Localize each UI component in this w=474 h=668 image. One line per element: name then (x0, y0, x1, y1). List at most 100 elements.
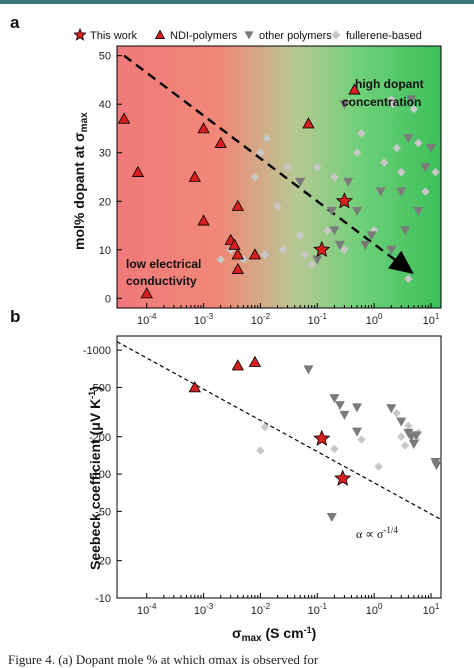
a-fullerene-based-point (250, 172, 260, 182)
legend-other-polymers-label: other polymers (259, 30, 332, 42)
a-fullerene-based-point (307, 260, 316, 269)
a-other-polymers-point (329, 226, 340, 236)
b-y-tick-label: -500 (89, 382, 111, 394)
a-ndi-polymers-point (131, 165, 145, 177)
a-fullerene-based-point (278, 245, 288, 254)
a-fullerene-based-point (409, 104, 419, 114)
a-y-tick-label: 40 (99, 99, 111, 111)
annotation-high-dopant: high dopant (355, 77, 424, 91)
panel-b-label: b (10, 307, 20, 326)
a-other-polymers-point (360, 240, 371, 250)
a-fullerene-based-point (389, 100, 398, 109)
b-fullerene-based-point (256, 446, 265, 455)
a-ndi-polymers-point (117, 112, 131, 124)
b-ndi-polymers-point (231, 359, 244, 371)
a-this-work-point (313, 240, 331, 258)
panel-a-frame (116, 45, 442, 309)
b-ndi-polymers-point (248, 355, 262, 367)
a-y-tick-label: 50 (99, 51, 111, 63)
a-y-tick-label: 30 (99, 148, 111, 160)
a-other-polymers-point (420, 163, 431, 173)
trend-arrow-shaft (123, 54, 396, 261)
a-fullerene-based-point (404, 274, 413, 284)
annotation-conductivity: conductivity (126, 274, 197, 288)
a-y-tick-label: 20 (99, 196, 111, 208)
b-y-tick-label: -20 (95, 556, 111, 568)
b-x-tick-label: 10-4 (137, 602, 157, 617)
legend-ndi-polymers-label: NDI-polymers (170, 30, 238, 42)
b-fullerene-based-point (392, 408, 401, 418)
b-fullerene-based-point (260, 422, 270, 432)
a-fullerene-based-point (421, 187, 430, 196)
b-y-tick-label: -1000 (83, 345, 111, 357)
b-y-tick-label: -200 (89, 432, 111, 444)
a-other-polymers-point (413, 206, 424, 216)
b-y-tick-label: -50 (95, 506, 111, 518)
a-ndi-polymers-point (188, 170, 201, 182)
a-ndi-polymers-point (197, 122, 210, 134)
a-x-tick-label: 10-3 (194, 312, 214, 327)
b-fullerene-based-point (404, 421, 413, 431)
b-other-polymers-point (352, 403, 363, 413)
legend-ndi-polymers-marker (154, 29, 166, 39)
trend-arrow-head (388, 250, 414, 275)
a-fullerene-based-point (239, 255, 248, 264)
figure-caption: Figure 4. (a) Dopant mole % at which σma… (8, 652, 319, 667)
a-fullerene-based-point (387, 95, 396, 104)
a-x-tick-label: 10-4 (137, 312, 157, 327)
a-this-work-point (335, 192, 353, 209)
a-other-polymers-point (326, 206, 337, 216)
a-fullerene-based-point (295, 231, 305, 240)
b-other-polymers-point (339, 410, 350, 420)
a-fullerene-based-point (431, 167, 440, 177)
b-other-polymers-point (411, 431, 422, 441)
b-y-tick-label: -10 (95, 593, 111, 605)
b-this-work-point (334, 469, 352, 486)
b-fullerene-based-point (330, 444, 339, 453)
a-fullerene-based-point (323, 226, 332, 235)
legend-this-work-label: This work (90, 30, 138, 42)
a-fullerene-based-point (256, 148, 265, 157)
a-x-tick-label: 101 (423, 312, 440, 327)
b-x-tick-label: 10-2 (251, 602, 271, 617)
panel-b-xlabel: σmax (S cm-1) (232, 625, 316, 644)
a-x-tick-label: 100 (366, 312, 383, 327)
annotation-concentration: concentration (342, 95, 421, 109)
a-ndi-polymers-point (248, 248, 262, 260)
a-other-polymers-point (406, 95, 417, 105)
a-other-polymers-point (295, 177, 306, 187)
a-other-polymers-point (334, 240, 345, 250)
panel-b-ylabel: Seebeck coefficient (μV K-1) (87, 386, 103, 570)
b-other-polymers-point (352, 427, 363, 437)
a-fullerene-based-point (260, 250, 270, 259)
a-y-tick-label: 10 (99, 245, 111, 257)
a-other-polymers-point (343, 177, 354, 187)
legend-fullerene-based-label: fullerene-based (346, 30, 422, 42)
b-fullerene-based-point (397, 432, 406, 441)
a-fullerene-based-point (392, 143, 401, 153)
a-fullerene-based-point (262, 133, 272, 143)
a-other-polymers-point (386, 245, 397, 255)
b-y-tick-label: -100 (89, 469, 111, 481)
b-fullerene-based-point (374, 462, 383, 471)
b-x-tick-label: 101 (423, 602, 440, 617)
b-this-work-point (313, 429, 331, 446)
a-ndi-polymers-point (197, 214, 210, 226)
a-other-polymers-point (396, 187, 407, 197)
a-fullerene-based-point (357, 129, 366, 138)
panel-a-background (117, 46, 441, 308)
annotation-low-electrical: low electrical (126, 257, 201, 271)
a-fullerene-based-point (273, 201, 282, 211)
a-other-polymers-point (425, 143, 436, 153)
b-other-polymers-point (386, 404, 397, 414)
b-other-polymers-point (408, 439, 419, 449)
a-other-polymers-point (366, 231, 377, 241)
a-fullerene-based-point (216, 255, 225, 264)
a-y-tick-label: 0 (105, 293, 111, 305)
panel-a-label: a (10, 13, 20, 32)
a-ndi-polymers-point (214, 136, 227, 148)
a-ndi-polymers-point (140, 287, 153, 299)
top-bar (0, 0, 474, 4)
b-x-tick-label: 100 (366, 602, 383, 617)
